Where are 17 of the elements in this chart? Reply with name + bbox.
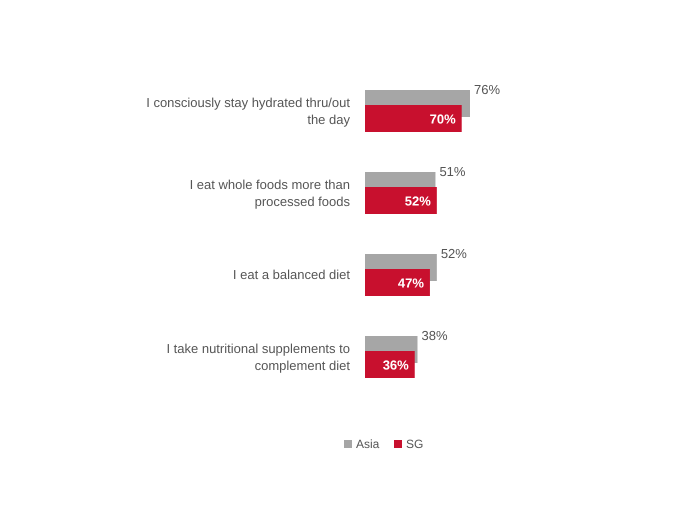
bar	[365, 105, 462, 132]
data-label: 52%	[404, 194, 432, 208]
data-label: 38%	[422, 328, 448, 343]
legend-label: SG	[406, 437, 424, 451]
data-label: 52%	[440, 246, 468, 261]
data-label: 51%	[439, 164, 466, 179]
y-tick-label: I consciously stay hydrated thru/out the day	[146, 95, 350, 127]
data-label: 70%	[430, 112, 456, 126]
bar	[365, 269, 430, 296]
bar	[365, 187, 437, 214]
data-label: 36%	[382, 358, 410, 372]
y-tick-label: I eat a balanced diet	[232, 267, 350, 282]
legend-label: Asia	[356, 437, 380, 451]
y-tick-label: I take nutritional supplements to complement diet	[166, 341, 350, 373]
data-label: 76%	[474, 82, 500, 97]
data-label: 47%	[398, 276, 424, 290]
y-tick-label: I eat whole foods more than processed foods	[190, 177, 350, 209]
